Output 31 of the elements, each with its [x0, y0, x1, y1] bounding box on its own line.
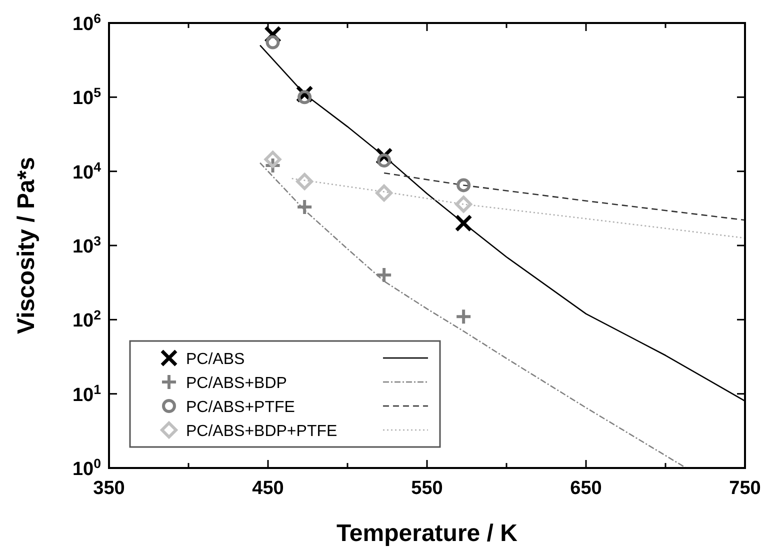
- point: [455, 196, 472, 213]
- legend-label: PC/ABS+BDP: [186, 375, 287, 392]
- legend-label: PC/ABS+BDP+PTFE: [186, 423, 338, 440]
- point: [296, 198, 314, 216]
- y-tick-label: 10$^{2}$: [72, 307, 101, 332]
- point: [376, 184, 393, 202]
- point: [264, 150, 282, 168]
- x-tick-label: 550: [411, 478, 443, 499]
- point: [266, 35, 280, 50]
- point: [296, 172, 314, 190]
- y-tick-label: 10$^{1}$: [72, 381, 102, 406]
- y-tick-label: 10$^{6}$: [72, 10, 101, 35]
- y-tick-label: 10$^{4}$: [72, 158, 102, 184]
- point: [455, 308, 472, 326]
- point: [376, 266, 393, 284]
- x-tick-label: 750: [729, 478, 761, 499]
- x-tick-label: 350: [93, 478, 125, 499]
- y-axis-title: Viscosity / Pa*s: [13, 157, 40, 334]
- y-tick-label: 10$^{5}$: [72, 84, 102, 110]
- x-tick-label: 650: [570, 478, 602, 499]
- legend-label: PC/ABS: [186, 351, 245, 368]
- point: [456, 178, 471, 192]
- x-axis-title: Temperature / K: [336, 520, 518, 547]
- point: [454, 214, 472, 232]
- line-series: [383, 172, 745, 221]
- legend-label: PC/ABS+PTFE: [186, 399, 295, 416]
- point: [377, 153, 392, 168]
- y-tick-label: 10$^{0}$: [72, 456, 101, 480]
- x-tick-label: 450: [252, 478, 284, 499]
- point: [298, 90, 312, 104]
- y-tick-label: 10$^{3}$: [72, 233, 101, 258]
